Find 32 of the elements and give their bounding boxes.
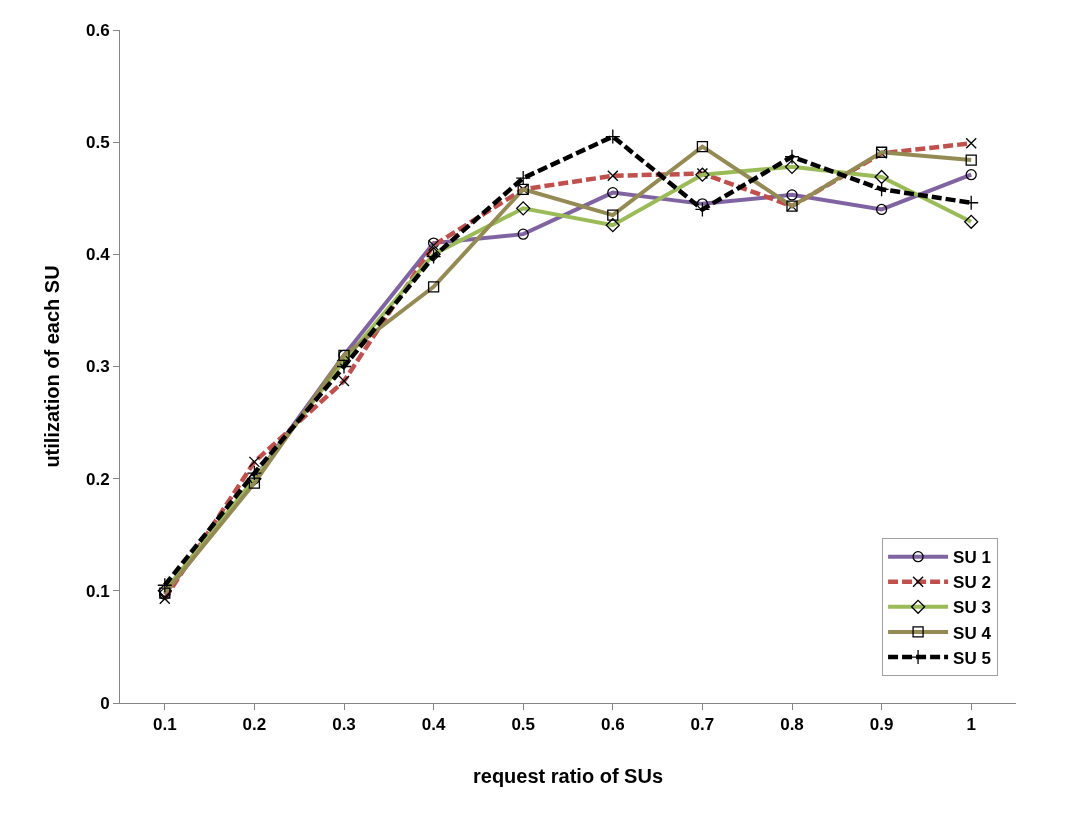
x-tick-label: 0.5 (511, 715, 536, 735)
x-tick-label: 0.6 (600, 715, 625, 735)
legend-label: SU 3 (953, 598, 991, 618)
point (336, 358, 352, 375)
y-axis-title: utilization of each SU (41, 265, 64, 468)
x-tick-label: 0.7 (690, 715, 715, 735)
y-tick-label: 0 (100, 693, 110, 713)
point (605, 128, 621, 145)
y-tick-label: 0.4 (85, 245, 111, 265)
point (246, 465, 263, 481)
y-tick-label: 0.5 (85, 133, 110, 153)
x-tick-label: 0.4 (421, 715, 446, 735)
point (694, 201, 711, 218)
x-tick-label: 0.2 (242, 715, 267, 735)
x-tick-label: 1 (966, 715, 976, 735)
legend-label: SU 4 (953, 623, 992, 643)
legend-label: SU 1 (953, 548, 991, 568)
legend-label: SU 5 (953, 648, 991, 668)
y-tick-label: 0.3 (85, 357, 110, 377)
y-tick-label: 0.1 (85, 581, 110, 601)
point (784, 149, 800, 165)
point (515, 170, 531, 186)
y-tick-label: 0.2 (85, 469, 110, 489)
legend-label: SU 2 (953, 573, 991, 593)
x-tick-label: 0.3 (332, 715, 356, 735)
x-tick-label: 0.1 (152, 715, 177, 735)
x-tick-label: 0.9 (869, 715, 894, 735)
y-tick-label: 0.6 (85, 20, 110, 40)
point (873, 181, 890, 197)
x-axis-title: request ratio of SUs (472, 764, 664, 787)
x-tick-label: 0.8 (780, 715, 804, 735)
point (157, 577, 173, 593)
